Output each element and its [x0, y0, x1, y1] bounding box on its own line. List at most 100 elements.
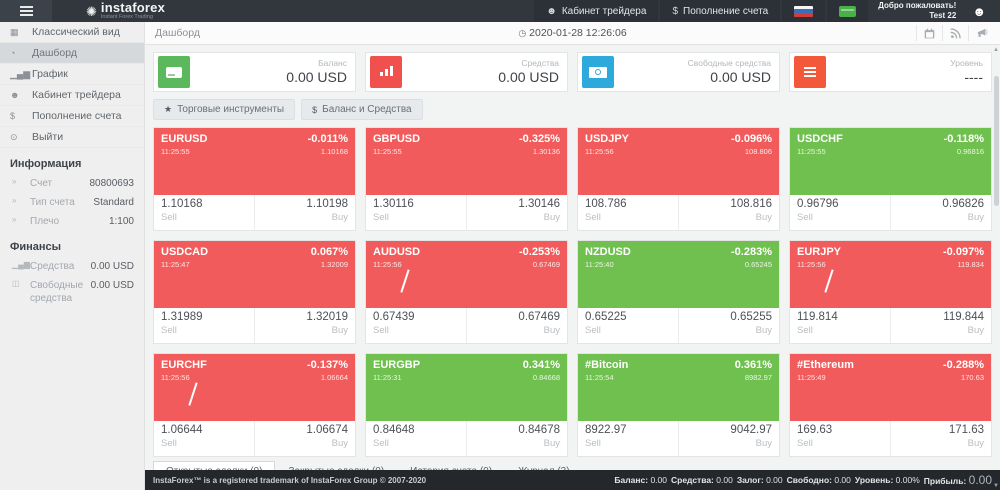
summary-card-value: 0.00 USD [498, 68, 559, 85]
footer-bar: InstaForex™ is a registered trademark of… [145, 470, 1000, 490]
buy-quote-button[interactable]: 1.32019 Buy [254, 308, 355, 343]
instrument-tile[interactable]: GBPUSD 11:25:55 -0.325% 1.30136 1.30116 … [365, 127, 568, 231]
calendar-button[interactable] [916, 25, 942, 41]
chevrons-icon: » [12, 215, 17, 224]
buy-price: 1.30146 [518, 198, 560, 210]
last-price: 1.32009 [320, 260, 348, 269]
tile-header: EURUSD 11:25:55 -0.011% 1.10168 [154, 128, 355, 195]
account-name: Test 22 [929, 11, 957, 20]
finance-row-icon: ▁▄▆ [12, 260, 30, 269]
buy-label: Buy [755, 437, 772, 449]
sidebar: ▦ Классический вид ◔ Дашборд ▁▄▆ График … [0, 22, 145, 490]
quote-time: 11:25:55 [373, 147, 402, 156]
scrollbar-thumb[interactable] [994, 76, 999, 206]
summary-card-label: Средства [521, 58, 559, 69]
account-stat: Средства: 0.00 [671, 475, 733, 485]
sell-quote-button[interactable]: 0.84648 Sell [366, 421, 466, 456]
buy-label: Buy [543, 437, 560, 449]
instrument-tile[interactable]: #Ethereum 11:25:49 -0.288% 170.63 169.63… [789, 353, 992, 457]
instrument-tile[interactable]: USDCAD 11:25:47 0.067% 1.32009 1.31989 S… [153, 240, 356, 344]
menu-toggle-button[interactable] [0, 0, 52, 22]
language-switcher[interactable] [782, 0, 826, 22]
instrument-tile[interactable]: EURCHF 11:25:56 -0.137% 1.06664 1.06644 … [153, 353, 356, 457]
summary-card-value: ---- [964, 68, 983, 85]
avatar-icon: ☻ [972, 3, 986, 19]
instrument-symbol: GBPUSD [373, 133, 421, 145]
instrument-tile[interactable]: EURGBP 11:25:31 0.341% 0.84668 0.84648 S… [365, 353, 568, 457]
sidebar-item[interactable]: ⊙ Выйти [0, 127, 144, 148]
summary-card-value: 0.00 USD [710, 68, 771, 85]
buy-quote-button[interactable]: 1.06674 Buy [254, 421, 355, 456]
sell-quote-button[interactable]: 0.65225 Sell [578, 308, 678, 343]
buy-quote-button[interactable]: 0.67469 Buy [466, 308, 567, 343]
stat-label: Залог: [736, 475, 764, 485]
sell-quote-button[interactable]: 1.10168 Sell [154, 195, 254, 230]
deposit-label: Пополнение счета [683, 5, 769, 17]
buy-quote-button[interactable]: 0.65255 Buy [678, 308, 779, 343]
sell-label: Sell [373, 211, 389, 223]
change-percent: -0.325% [519, 133, 560, 145]
scroll-down-arrow[interactable]: ▼ [993, 483, 999, 489]
trading-instruments-button[interactable]: ★ Торговые инструменты [153, 99, 296, 120]
instrument-tile[interactable]: EURJPY 11:25:56 -0.097% 119.834 119.814 … [789, 240, 992, 344]
buy-quote-button[interactable]: 1.30146 Buy [466, 195, 567, 230]
instrument-tile[interactable]: USDJPY 11:25:56 -0.096% 108.806 108.786 … [577, 127, 780, 231]
sidebar-item[interactable]: ◔ Дашборд [0, 43, 144, 64]
instrument-tile[interactable]: EURUSD 11:25:55 -0.011% 1.10168 1.10168 … [153, 127, 356, 231]
sell-quote-button[interactable]: 0.96796 Sell [790, 195, 890, 230]
tile-header: NZDUSD 11:25:40 -0.283% 0.65245 [578, 241, 779, 308]
instrument-tile[interactable]: AUDUSD 11:25:56 -0.253% 0.67469 0.67439 … [365, 240, 568, 344]
instrument-symbol: USDCAD [161, 246, 209, 258]
brand-logo[interactable]: ✺ instaforex Instant Forex Trading [52, 0, 165, 22]
buy-price: 0.84678 [518, 424, 560, 436]
chevrons-icon: » [12, 196, 17, 205]
buy-quote-button[interactable]: 9042.97 Buy [678, 421, 779, 456]
russian-flag-icon [794, 5, 814, 17]
sell-quote-button[interactable]: 108.786 Sell [578, 195, 678, 230]
buy-quote-button[interactable]: 1.10198 Buy [254, 195, 355, 230]
sidebar-item[interactable]: ☻ Кабинет трейдера [0, 85, 144, 106]
balance-funds-button[interactable]: $ Баланс и Средства [301, 99, 423, 120]
trader-cabinet-button[interactable]: ☻ Кабинет трейдера [534, 0, 659, 22]
sell-quote-button[interactable]: 1.30116 Sell [366, 195, 466, 230]
sell-quote-button[interactable]: 0.67439 Sell [366, 308, 466, 343]
instrument-symbol: EURGBP [373, 359, 421, 371]
sell-quote-button[interactable]: 1.06644 Sell [154, 421, 254, 456]
sell-quote-button[interactable]: 8922.97 Sell [578, 421, 678, 456]
payment-card-button[interactable] [827, 0, 869, 22]
info-row: » Тип счета Standard [0, 193, 144, 212]
sidebar-item[interactable]: ▦ Классический вид [0, 22, 144, 43]
sell-quote-button[interactable]: 119.814 Sell [790, 308, 890, 343]
instrument-tile[interactable]: NZDUSD 11:25:40 -0.283% 0.65245 0.65225 … [577, 240, 780, 344]
sell-quote-button[interactable]: 169.63 Sell [790, 421, 890, 456]
instrument-tile[interactable]: #Bitcoin 11:25:54 0.361% 8982.97 8922.97… [577, 353, 780, 457]
toolbar: ★ Торговые инструменты $ Баланс и Средст… [145, 92, 1000, 125]
rss-button[interactable] [942, 25, 968, 41]
sidebar-item[interactable]: $ Пополнение счета [0, 106, 144, 127]
buy-quote-button[interactable]: 119.844 Buy [890, 308, 991, 343]
sell-label: Sell [797, 324, 813, 336]
tile-header: USDJPY 11:25:56 -0.096% 108.806 [578, 128, 779, 195]
tile-header: USDCAD 11:25:47 0.067% 1.32009 [154, 241, 355, 308]
buy-quote-button[interactable]: 171.63 Buy [890, 421, 991, 456]
scrollbar[interactable]: ▲ ▼ [992, 46, 1000, 490]
buy-quote-button[interactable]: 108.816 Buy [678, 195, 779, 230]
brand-tagline: Instant Forex Trading [100, 14, 153, 21]
instrument-tile[interactable]: USDCHF 11:25:55 -0.118% 0.96816 0.96796 … [789, 127, 992, 231]
sell-quote-button[interactable]: 1.31989 Sell [154, 308, 254, 343]
sidebar-item[interactable]: ▁▄▆ График [0, 64, 144, 85]
scroll-up-arrow[interactable]: ▲ [993, 47, 999, 53]
last-price: 0.84668 [532, 373, 560, 382]
announcements-button[interactable] [968, 25, 994, 41]
sell-price: 0.65225 [585, 311, 627, 323]
person-icon: ☻ [546, 5, 557, 17]
user-avatar-button[interactable]: ☻ [966, 0, 1000, 22]
quote-time: 11:25:56 [585, 147, 614, 156]
deposit-button[interactable]: $ Пополнение счета [660, 0, 781, 22]
last-price: 170.63 [961, 373, 984, 382]
hamburger-icon [19, 10, 33, 12]
buy-quote-button[interactable]: 0.96826 Buy [890, 195, 991, 230]
last-price: 0.65245 [744, 260, 772, 269]
chevrons-icon: » [12, 177, 17, 186]
buy-quote-button[interactable]: 0.84678 Buy [466, 421, 567, 456]
